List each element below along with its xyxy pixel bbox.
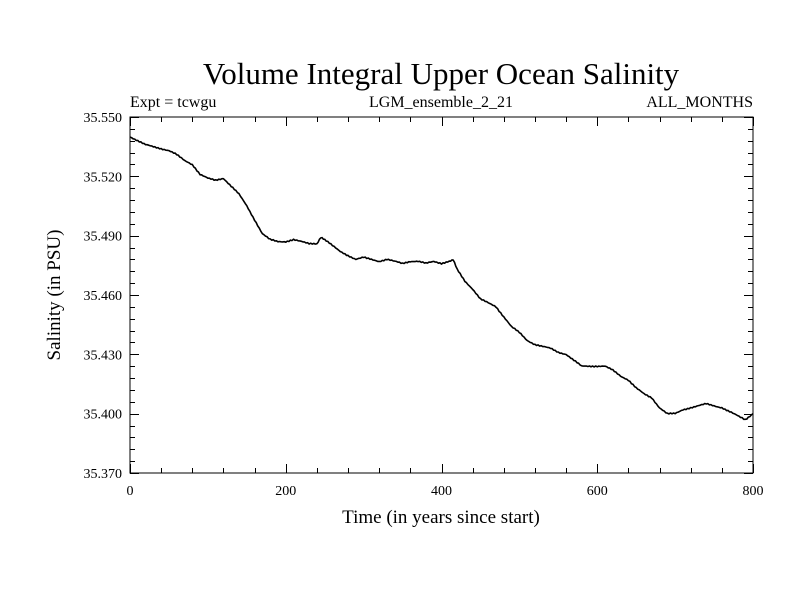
y-tick-label: 35.520	[84, 170, 123, 185]
x-tick-label: 600	[587, 484, 608, 499]
subtitle-experiment: Expt = tcwgu	[130, 94, 216, 111]
series-line-salinity	[129, 136, 754, 421]
x-tick-label: 200	[275, 484, 296, 499]
x-axis-label: Time (in years since start)	[342, 507, 540, 528]
y-tick-label: 35.430	[84, 348, 123, 363]
y-tick-label: 35.490	[84, 230, 123, 245]
y-axis-label: Salinity (in PSU)	[44, 230, 65, 361]
plot-area-frame	[129, 116, 754, 474]
y-tick-label: 35.550	[84, 111, 123, 126]
series-layer	[129, 136, 754, 421]
y-tick-label: 35.370	[84, 467, 123, 482]
chart-title: Volume Integral Upper Ocean Salinity	[203, 56, 680, 91]
subtitle-months: ALL_MONTHS	[646, 94, 753, 111]
y-tick-label: 35.400	[84, 408, 123, 423]
x-tick-label: 0	[127, 484, 134, 499]
y-tick-label: 35.460	[84, 289, 123, 304]
axis-tick-labels: 0 200 400 600 800 35.370 35.400 35.430 35.460 35.…	[84, 111, 764, 499]
x-tick-label: 800	[743, 484, 764, 499]
axis-ticks	[130, 117, 754, 474]
subtitle-ensemble: LGM_ensemble_2_21	[369, 94, 513, 111]
x-tick-label: 400	[431, 484, 452, 499]
